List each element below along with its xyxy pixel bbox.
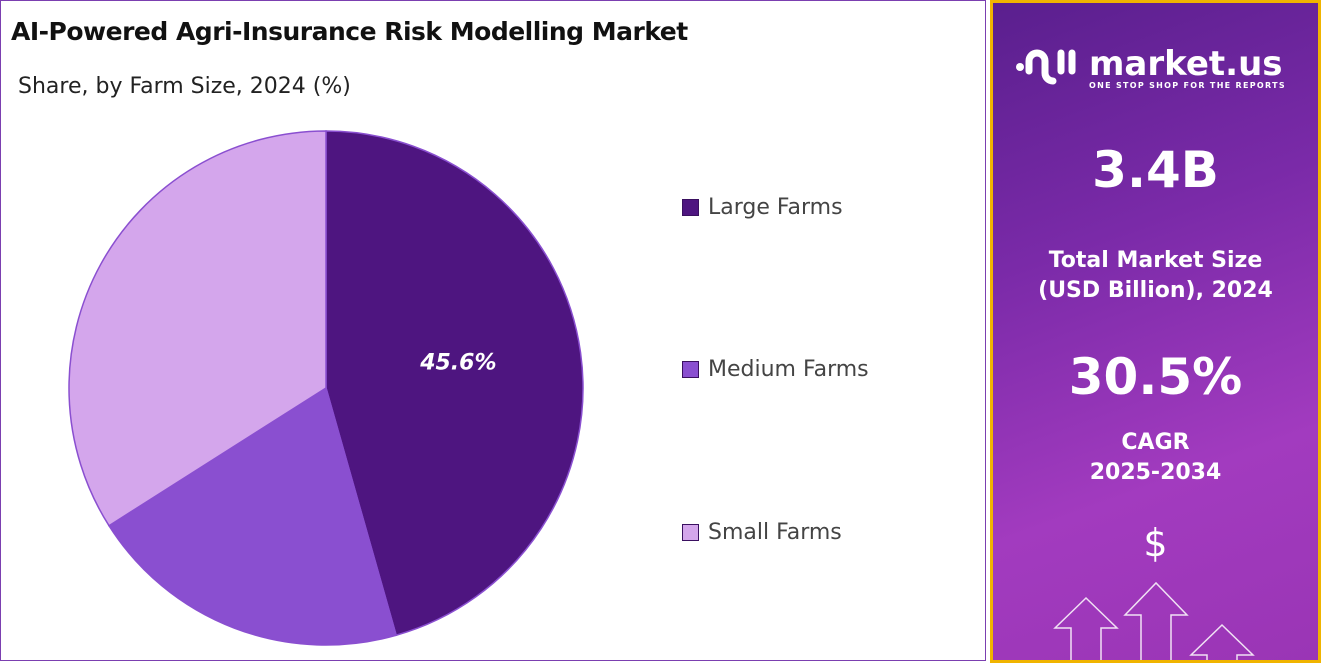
pie-slice-medium-farms (107, 386, 398, 646)
market-us-logo: market.us ONE STOP SHOP FOR THE REPORTS (1015, 43, 1286, 93)
cagr-value: 30.5% (1068, 348, 1243, 406)
legend-item-large-farms: Large Farms (682, 195, 843, 220)
chart-title: AI-Powered Agri-Insurance Risk Modelling… (11, 17, 688, 46)
pie-slice-large-farms (325, 130, 584, 637)
pie-slice-small-farms (68, 130, 327, 527)
legend-label: Medium Farms (708, 357, 869, 382)
pie-chart: 45.6% (68, 130, 584, 646)
legend-swatch (682, 199, 699, 216)
legend-item-medium-farms: Medium Farms (682, 357, 869, 382)
market-size-value: 3.4B (1092, 141, 1219, 199)
dollar-icon: $ (1143, 521, 1168, 565)
brand-name: market.us (1089, 43, 1283, 84)
cagr-label-2: 2025-2034 (1089, 460, 1222, 485)
brand-tagline: ONE STOP SHOP FOR THE REPORTS (1089, 80, 1286, 90)
legend-item-small-farms: Small Farms (682, 520, 842, 545)
cagr-label-1: CAGR (1121, 430, 1190, 455)
growth-arrows-icon (1053, 581, 1255, 660)
logo-icon (1016, 49, 1076, 85)
legend-label: Large Farms (708, 195, 843, 220)
legend-label: Small Farms (708, 520, 842, 545)
chart-panel: 45.6% AI-Powered Agri-Insurance Risk Mod… (0, 0, 986, 661)
legend-swatch (682, 361, 699, 378)
chart-subtitle: Share, by Farm Size, 2024 (%) (18, 74, 351, 99)
market-size-label-2: (USD Billion), 2024 (1038, 278, 1273, 303)
data-label: 45.6% (419, 351, 496, 376)
market-size-label-1: Total Market Size (1048, 248, 1263, 273)
summary-panel: market.us ONE STOP SHOP FOR THE REPORTS … (990, 0, 1321, 663)
legend-swatch (682, 524, 699, 541)
